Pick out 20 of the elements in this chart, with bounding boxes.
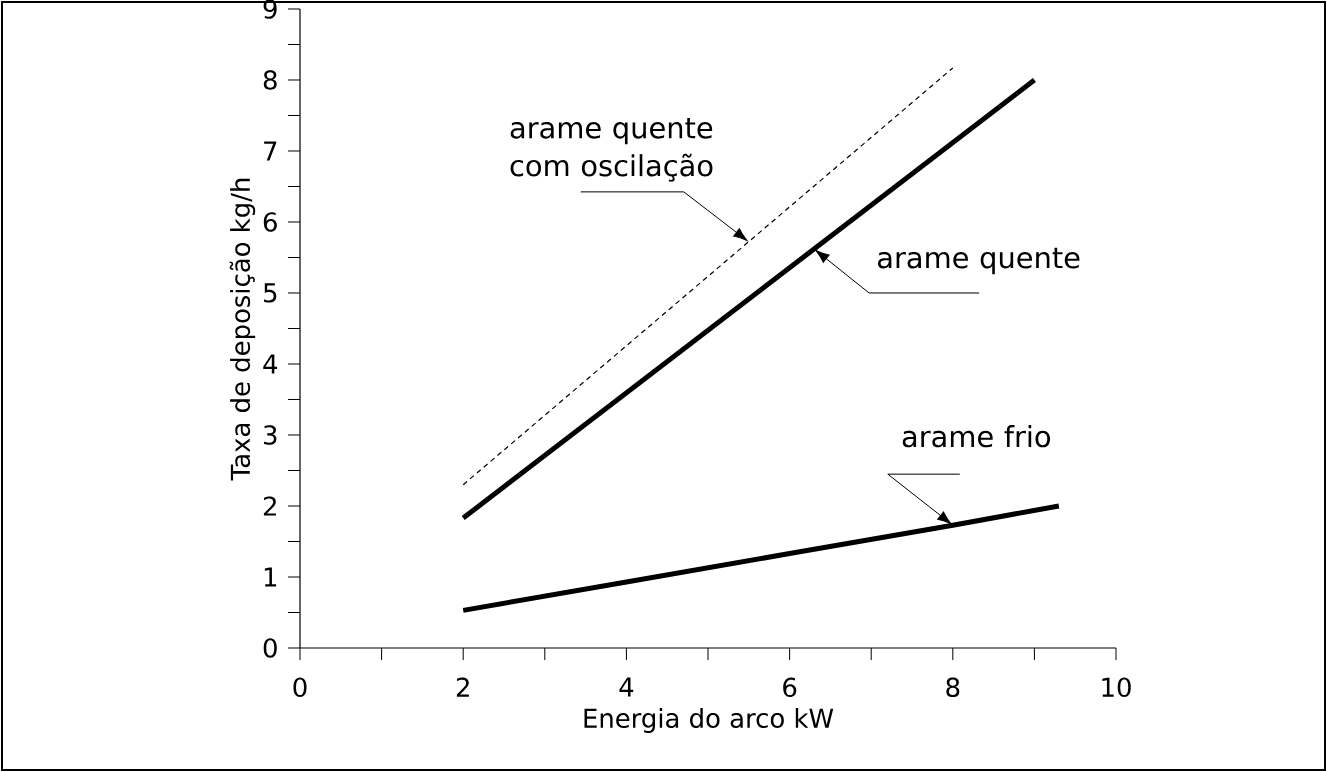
y-tick-label: 3 xyxy=(263,425,277,445)
y-tick-label: 5 xyxy=(264,283,277,303)
x-tick-label: 0 xyxy=(293,677,307,698)
y-tick-label: 6 xyxy=(263,212,277,232)
y-tick-label: 0 xyxy=(263,638,277,658)
x-tick-label: 4 xyxy=(619,677,634,697)
y-tick-label: 7 xyxy=(264,141,277,161)
x-tick-label: 8 xyxy=(946,677,960,698)
x-tick-label: 10 xyxy=(1102,677,1131,698)
x-tick-label: 2 xyxy=(456,677,469,697)
annotation: arame quente com oscilação xyxy=(510,117,713,182)
y-tick-label: 1 xyxy=(264,567,277,587)
y-tick-label: 4 xyxy=(263,354,278,374)
y-tick-label: 2 xyxy=(263,496,276,516)
annotation: arame frio xyxy=(902,424,1051,448)
x-tick-label: 6 xyxy=(783,677,797,698)
annotation: arame quente xyxy=(878,247,1080,275)
x-axis-title: Energia do arco kW xyxy=(584,707,834,734)
y-axis-title: Taxa de deposição kg/h xyxy=(229,178,256,481)
y-tick-label: 8 xyxy=(263,70,277,90)
